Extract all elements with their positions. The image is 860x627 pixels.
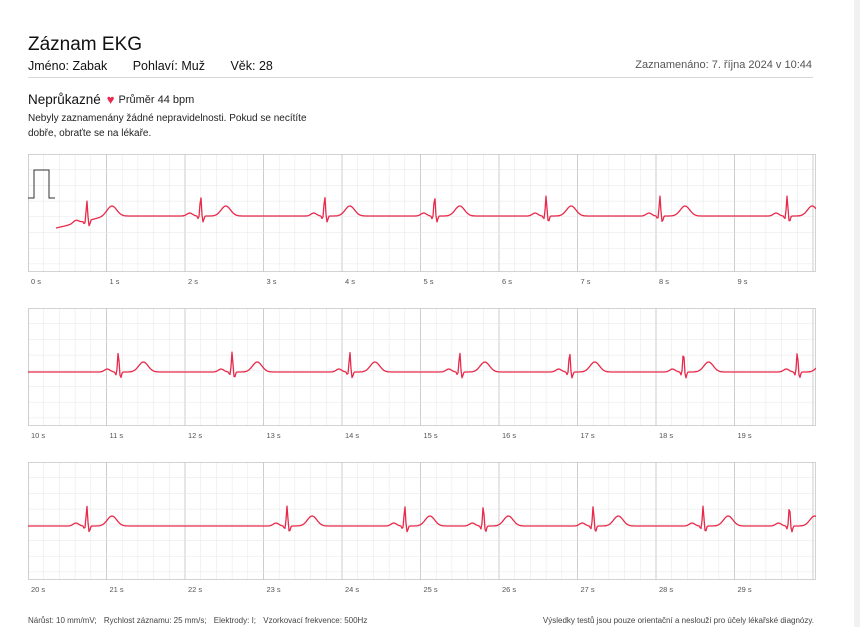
page-title: Záznam EKG bbox=[28, 34, 143, 55]
time-label: 5 s bbox=[424, 277, 434, 286]
speed-info: Rychlost záznamu: 25 mm/s; bbox=[103, 616, 207, 625]
time-label: 29 s bbox=[738, 585, 752, 594]
time-label: 1 s bbox=[110, 277, 120, 286]
ekg-trace bbox=[28, 351, 816, 379]
ekg-strip-1-chart: 0 s 1 s 2 s 3 s 4 s 5 s 6 s 7 s 8 s 9 s bbox=[28, 154, 816, 286]
patient-name: Jméno: Zabak bbox=[28, 59, 108, 73]
time-label: 6 s bbox=[502, 277, 512, 286]
strip-border bbox=[28, 462, 816, 580]
time-label: 25 s bbox=[424, 585, 438, 594]
time-label: 26 s bbox=[502, 585, 516, 594]
time-label: 8 s bbox=[659, 277, 669, 286]
time-label: 14 s bbox=[345, 431, 359, 440]
time-label: 12 s bbox=[188, 431, 202, 440]
disclaimer: Výsledky testů jsou pouze orientační a n… bbox=[542, 616, 814, 625]
scrollbar[interactable] bbox=[854, 0, 860, 627]
time-label: 22 s bbox=[188, 585, 202, 594]
patient-info: Jméno: Zabak Pohlaví: Muž Věk: 28 bbox=[28, 59, 295, 73]
ekg-strip-2-chart: 10 s 11 s 12 s 13 s 14 s 15 s 16 s 17 s 18 s 19 s bbox=[28, 308, 816, 440]
time-label: 0 s bbox=[31, 277, 41, 286]
time-label: 27 s bbox=[581, 585, 595, 594]
heart-icon: ♥ bbox=[106, 92, 115, 107]
recording-parameters: Nárůst: 10 mm/mV; Rychlost záznamu: 25 m… bbox=[28, 616, 372, 625]
time-label: 18 s bbox=[659, 431, 673, 440]
ekg-strip-2: 10 s 11 s 12 s 13 s 14 s 15 s 16 s 17 s 18 s 19 s bbox=[28, 308, 816, 446]
ekg-trace bbox=[55, 195, 816, 229]
recorded-timestamp: Zaznamenáno: 7. října 2024 v 10:44 bbox=[635, 59, 812, 71]
calibration-pulse bbox=[28, 169, 55, 199]
time-label: 11 s bbox=[110, 431, 124, 440]
time-label: 15 s bbox=[424, 431, 438, 440]
time-label: 21 s bbox=[110, 585, 124, 594]
strip-border bbox=[28, 154, 816, 272]
electrodes-info: Elektrody: I; bbox=[213, 616, 257, 625]
ekg-strip-3: 20 s 21 s 22 s 23 s 24 s 25 s 26 s 27 s 28 s 29 s bbox=[28, 462, 816, 600]
time-label: 20 s bbox=[31, 585, 45, 594]
time-label: 19 s bbox=[738, 431, 752, 440]
header-divider bbox=[28, 77, 813, 78]
patient-sex: Pohlaví: Muž bbox=[132, 59, 205, 73]
time-label: 16 s bbox=[502, 431, 516, 440]
average-bpm: Průměr 44 bpm bbox=[118, 93, 195, 106]
time-label: 7 s bbox=[581, 277, 591, 286]
time-label: 24 s bbox=[345, 585, 359, 594]
ekg-strip-3-chart: 20 s 21 s 22 s 23 s 24 s 25 s 26 s 27 s 28 s 29 s bbox=[28, 462, 816, 594]
patient-age: Věk: 28 bbox=[230, 59, 273, 73]
result-summary: Neprůkazné ♥ Průměr 44 bpm bbox=[28, 92, 194, 107]
time-label: 10 s bbox=[31, 431, 45, 440]
strip-border bbox=[28, 308, 816, 426]
time-label: 13 s bbox=[267, 431, 281, 440]
ekg-strip-1: 0 s 1 s 2 s 3 s 4 s 5 s 6 s 7 s 8 s 9 s bbox=[28, 154, 816, 292]
time-label: 3 s bbox=[267, 277, 277, 286]
ekg-trace bbox=[28, 505, 816, 533]
time-label: 4 s bbox=[345, 277, 355, 286]
time-label: 28 s bbox=[659, 585, 673, 594]
gain-info: Nárůst: 10 mm/mV; bbox=[28, 616, 97, 625]
time-label: 9 s bbox=[738, 277, 748, 286]
result-status: Neprůkazné bbox=[28, 92, 101, 107]
time-label: 2 s bbox=[188, 277, 198, 286]
time-label: 17 s bbox=[581, 431, 595, 440]
result-note: Nebyly zaznamenány žádné nepravidelnosti… bbox=[28, 113, 307, 139]
time-label: 23 s bbox=[267, 585, 281, 594]
sampling-info: Vzorkovací frekvence: 500Hz bbox=[263, 616, 368, 625]
